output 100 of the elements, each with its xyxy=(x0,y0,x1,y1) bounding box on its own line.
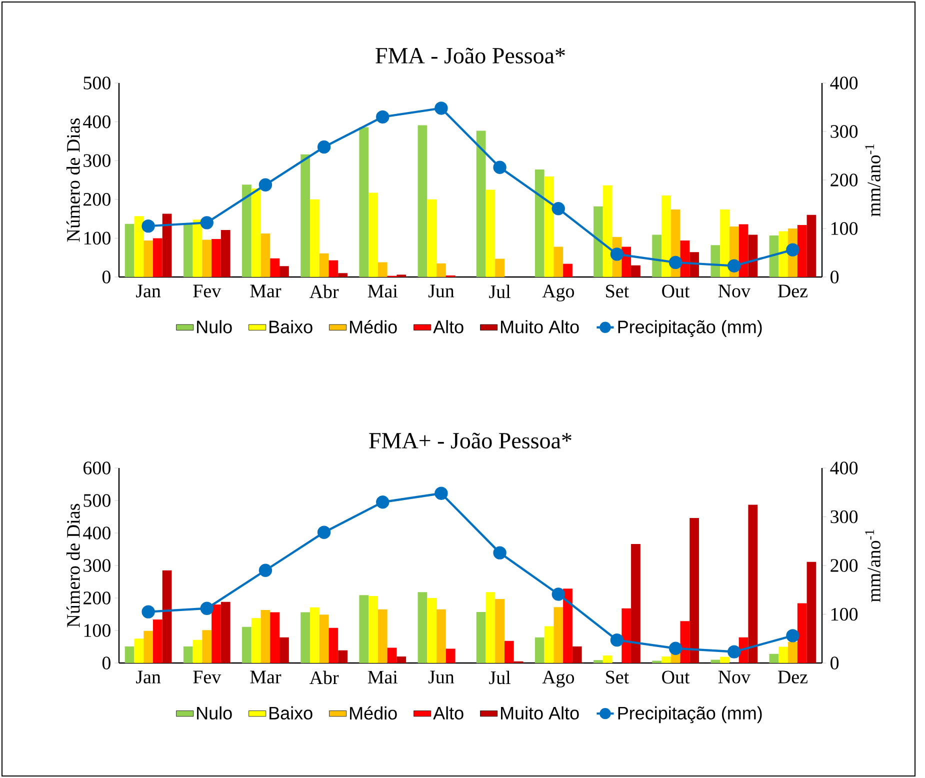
bar xyxy=(738,224,748,277)
bar xyxy=(554,246,564,277)
bar xyxy=(720,656,730,663)
legend-label: Muito Alto xyxy=(501,706,579,720)
bar xyxy=(572,646,582,663)
bar xyxy=(720,209,730,277)
bar xyxy=(797,603,807,663)
bar xyxy=(300,612,310,663)
bar xyxy=(436,609,446,663)
bar xyxy=(661,196,671,277)
bar xyxy=(436,263,446,277)
bar xyxy=(359,127,369,277)
bar xyxy=(192,220,202,277)
bar xyxy=(162,214,172,277)
bar xyxy=(631,544,640,663)
bar xyxy=(778,646,788,663)
y-tick-label: 200 xyxy=(84,592,110,604)
bar xyxy=(328,628,338,663)
x-tick-label: Abr xyxy=(309,670,339,684)
x-tick-label: Mai xyxy=(368,670,398,684)
legend-label: Muito Alto xyxy=(501,320,579,334)
x-tick-label: Jun xyxy=(428,670,454,684)
bar xyxy=(427,199,437,277)
bar xyxy=(769,654,779,663)
bar xyxy=(242,626,252,663)
x-tick-label: Dez xyxy=(778,284,808,298)
bar xyxy=(418,592,428,663)
bar xyxy=(544,176,554,277)
bar xyxy=(124,646,134,663)
bar xyxy=(310,607,320,663)
bar xyxy=(680,240,690,277)
bar xyxy=(183,224,193,277)
x-tick-label: Jul xyxy=(489,670,510,684)
point xyxy=(786,243,800,256)
y2-axis-title: mm/ano$^{-1}$ xyxy=(865,530,880,602)
x-tick-label: Jun xyxy=(428,284,454,298)
point xyxy=(552,588,565,601)
bar xyxy=(748,234,758,277)
y-tick-label: 300 xyxy=(84,154,110,168)
bar xyxy=(602,185,612,277)
point xyxy=(258,178,272,192)
point xyxy=(258,564,272,577)
bar xyxy=(220,230,230,277)
point xyxy=(142,219,155,233)
y-axis-title: Número de Dias xyxy=(66,504,80,628)
y2-tick-label: 200 xyxy=(830,174,858,186)
bar xyxy=(748,504,758,663)
y2-tick-label: 400 xyxy=(830,462,858,474)
bar xyxy=(690,252,699,277)
bar xyxy=(183,646,193,663)
y-tick-label: 400 xyxy=(83,526,110,540)
point xyxy=(552,202,565,216)
legend-label: Baixo xyxy=(270,320,312,334)
point xyxy=(317,140,331,154)
bar xyxy=(378,609,388,663)
y2-tick-label: 200 xyxy=(830,559,858,572)
bar xyxy=(220,602,230,663)
x-tick-label: Mar xyxy=(250,670,282,684)
x-tick-label: Ago xyxy=(542,670,574,688)
x-tick-label: Nov xyxy=(718,670,750,684)
legend-label: Precipitação (mm) xyxy=(618,706,762,724)
x-tick-label: Abr xyxy=(309,284,339,298)
bar xyxy=(212,604,221,663)
x-tick-label: Jan xyxy=(136,670,161,684)
bar xyxy=(806,214,816,277)
legend-label: Nulo xyxy=(197,320,232,334)
bar xyxy=(652,234,662,277)
chart-title: FMA+ - João Pessoa* xyxy=(369,432,572,448)
bar xyxy=(378,262,388,277)
bar xyxy=(563,264,572,277)
x-tick-label: Mar xyxy=(250,284,282,298)
y-tick-label: 600 xyxy=(84,462,110,474)
y-tick-label: 500 xyxy=(84,76,110,90)
y2-tick-label: 300 xyxy=(830,510,858,524)
bar xyxy=(446,648,456,663)
bar xyxy=(192,640,202,663)
bar xyxy=(260,610,270,663)
point xyxy=(434,102,448,115)
bar xyxy=(368,192,378,277)
legend-label: Precipitação (mm) xyxy=(618,320,762,337)
x-tick-label: Fev xyxy=(193,670,222,684)
bar xyxy=(476,130,486,277)
y2-tick-label: 0 xyxy=(830,656,839,670)
bar xyxy=(710,245,720,277)
bar xyxy=(631,265,640,277)
y2-tick-label: 0 xyxy=(830,270,839,284)
bar xyxy=(134,216,144,277)
point xyxy=(434,486,448,500)
bar xyxy=(134,638,144,663)
x-tick-label: Out xyxy=(662,284,690,298)
bar xyxy=(260,234,270,277)
point xyxy=(728,259,741,272)
y-tick-label: 300 xyxy=(84,559,110,572)
y-axis-title: Número de Dias xyxy=(66,118,80,242)
bar xyxy=(270,258,280,277)
point xyxy=(668,256,682,270)
bar xyxy=(534,170,544,277)
legend-label: Nulo xyxy=(197,706,232,720)
bar xyxy=(387,648,397,663)
bar xyxy=(310,199,320,277)
